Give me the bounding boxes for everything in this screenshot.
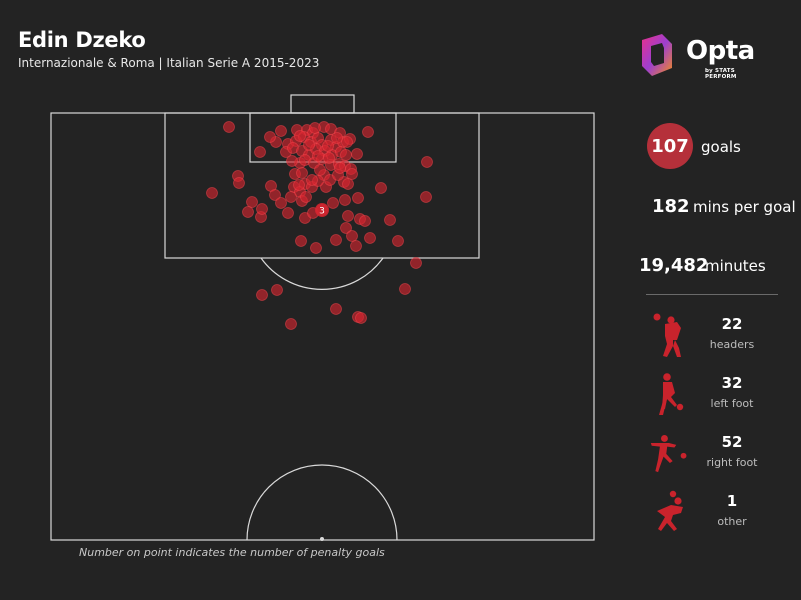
- goal-point: [334, 162, 346, 174]
- goal-point: [310, 242, 322, 254]
- goal-point: [340, 222, 352, 234]
- goal-point: [275, 197, 287, 209]
- goal-point: [364, 232, 376, 244]
- goal-point: [342, 178, 354, 190]
- left-foot-icon: [659, 373, 684, 415]
- stats-divider: [646, 294, 778, 295]
- goal-point: [271, 284, 283, 296]
- goal-point: [242, 206, 254, 218]
- goal-point: [314, 164, 326, 176]
- header-icon: [653, 313, 681, 357]
- right-foot-count: 52: [721, 433, 743, 451]
- opta-subtitle: by STATS PERFORM: [705, 68, 737, 80]
- goal-point: [264, 131, 276, 143]
- opta-logo-icon: [642, 34, 672, 76]
- goal-point: [206, 187, 218, 199]
- right-foot-icon: [650, 435, 687, 473]
- goal-point: [392, 235, 404, 247]
- goal-point: [327, 197, 339, 209]
- goal-point: [341, 136, 353, 148]
- goal-frame: [290, 94, 355, 114]
- goal-point: [330, 234, 342, 246]
- goal-point: [339, 194, 351, 206]
- other-label: other: [717, 515, 747, 528]
- goal-point: [282, 207, 294, 219]
- goal-point: [331, 132, 343, 144]
- goal-point: [285, 318, 297, 330]
- goal-point: [359, 215, 371, 227]
- headers-label: headers: [709, 338, 755, 351]
- goal-point: [421, 156, 433, 168]
- opta-wordmark: Opta: [686, 36, 755, 66]
- goal-point: [399, 283, 411, 295]
- goal-point: [246, 196, 258, 208]
- goal-point: [322, 140, 334, 152]
- goal-point: [293, 179, 305, 191]
- competition-subtitle: Internazionale & Roma | Italian Serie A …: [18, 56, 320, 70]
- goal-point: [342, 210, 354, 222]
- goal-point: [285, 191, 297, 203]
- goal-point: [256, 203, 268, 215]
- goal-point: [330, 303, 342, 315]
- goal-point: [355, 312, 367, 324]
- right-foot-label: right foot: [706, 456, 758, 469]
- mins-per-goal-value: 182: [652, 196, 690, 217]
- goal-point: [256, 289, 268, 301]
- goal-point: [309, 122, 321, 134]
- goal-point: [346, 230, 358, 242]
- goal-point: [410, 257, 422, 269]
- goal-point: [286, 155, 298, 167]
- goal-point: [254, 146, 266, 158]
- goals-badge: 107: [647, 123, 693, 169]
- left-foot-count: 32: [721, 374, 743, 392]
- goal-point: [384, 214, 396, 226]
- player-name: Edin Dzeko: [18, 28, 146, 52]
- left-foot-label: left foot: [710, 397, 754, 410]
- goal-point: [223, 121, 235, 133]
- goal-point: [352, 192, 364, 204]
- opta-logo: Opta by STATS PERFORM: [636, 32, 766, 80]
- penalty-arc: [260, 257, 384, 290]
- headers-count: 22: [721, 315, 743, 333]
- other-icon: [657, 490, 683, 531]
- goal-point: [362, 126, 374, 138]
- mins-per-goal-label: mins per goal: [693, 198, 796, 216]
- goal-point: [306, 174, 318, 186]
- goal-point: [350, 240, 362, 252]
- goal-point: [296, 167, 308, 179]
- goal-point: [295, 235, 307, 247]
- goal-point: [375, 182, 387, 194]
- other-count: 1: [726, 492, 738, 510]
- goal-point: [269, 189, 281, 201]
- goal-point: [323, 152, 335, 164]
- goal-point: [351, 148, 363, 160]
- footnote: Number on point indicates the number of …: [79, 546, 385, 559]
- minutes-label: minutes: [705, 257, 766, 275]
- goal-point: [294, 130, 306, 142]
- goal-point: [303, 139, 315, 151]
- goal-point: [312, 150, 324, 162]
- goal-point: [340, 149, 352, 161]
- centre-spot: [320, 537, 324, 541]
- penalty-count-label: 3: [319, 207, 325, 217]
- goal-point: [420, 191, 432, 203]
- goal-point: [275, 125, 287, 137]
- goal-point: [300, 191, 312, 203]
- penalty-point: [315, 203, 329, 217]
- minutes-value: 19,482: [639, 255, 709, 276]
- goals-label: goals: [701, 138, 741, 156]
- centre-circle-arc: [246, 464, 398, 541]
- goal-point: [233, 177, 245, 189]
- goal-point: [346, 168, 358, 180]
